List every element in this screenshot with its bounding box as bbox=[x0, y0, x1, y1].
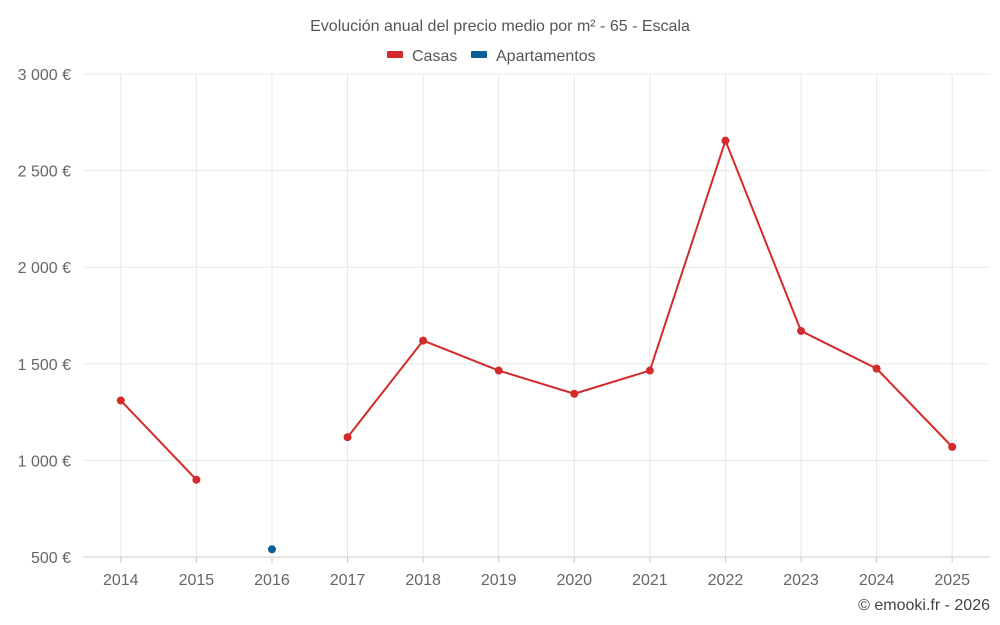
data-point-casas[interactable] bbox=[645, 366, 654, 375]
series-line-casas bbox=[346, 339, 425, 439]
x-tick-label: 2020 bbox=[556, 572, 592, 589]
x-tick-label: 2015 bbox=[179, 572, 215, 589]
legend-swatch-casas bbox=[387, 51, 403, 58]
chart-title: Evolución anual del precio medio por m² … bbox=[310, 18, 690, 35]
data-point-casas[interactable] bbox=[721, 136, 730, 145]
data-point-casas[interactable] bbox=[570, 389, 579, 398]
y-tick-label: 2 000 € bbox=[18, 260, 71, 277]
series bbox=[116, 136, 957, 554]
data-point-apartamentos[interactable] bbox=[267, 545, 276, 554]
legend[interactable]: Casas Apartamentos bbox=[387, 48, 596, 65]
series-line-casas bbox=[648, 139, 727, 372]
data-point-casas[interactable] bbox=[116, 396, 125, 405]
y-tick-label: 1 000 € bbox=[18, 453, 71, 470]
x-axis: 2014 2015 2016 2017 2018 2019 2020 2021 2022 2023… bbox=[83, 556, 990, 589]
y-axis: 500 € 1 000 € 1 500 € 2 000 € 2 500 € 3 000 € bbox=[18, 67, 71, 567]
data-point-casas[interactable] bbox=[419, 336, 428, 345]
x-tick-label: 2017 bbox=[330, 572, 366, 589]
data-point-casas[interactable] bbox=[192, 475, 201, 484]
data-point-casas[interactable] bbox=[797, 326, 806, 335]
credit-text: © emooki.fr - 2026 bbox=[858, 597, 990, 614]
series-apartamentos bbox=[267, 545, 276, 554]
series-line-casas bbox=[724, 139, 803, 332]
legend-label-apartamentos: Apartamentos bbox=[496, 48, 596, 65]
data-point-casas[interactable] bbox=[343, 433, 352, 442]
data-point-casas[interactable] bbox=[872, 364, 881, 373]
x-tick-label: 2022 bbox=[708, 572, 744, 589]
series-casas bbox=[116, 136, 957, 484]
legend-item-casas[interactable]: Casas bbox=[387, 48, 457, 65]
x-tick-label: 2024 bbox=[859, 572, 895, 589]
y-tick-label: 500 € bbox=[31, 550, 71, 567]
data-point-casas[interactable] bbox=[494, 366, 503, 375]
x-tick-label: 2019 bbox=[481, 572, 517, 589]
grid bbox=[83, 73, 990, 557]
y-tick-label: 1 500 € bbox=[18, 357, 71, 374]
series-line-casas bbox=[573, 369, 651, 395]
x-tick-label: 2014 bbox=[103, 572, 139, 589]
y-tick-label: 2 500 € bbox=[18, 164, 71, 181]
legend-swatch-apartamentos bbox=[471, 51, 487, 58]
x-tick-label: 2023 bbox=[783, 572, 819, 589]
x-tick-label: 2016 bbox=[254, 572, 290, 589]
y-tick-label: 3 000 € bbox=[18, 67, 71, 84]
series-line-casas bbox=[875, 367, 954, 448]
x-tick-label: 2025 bbox=[934, 572, 970, 589]
legend-label-casas: Casas bbox=[412, 48, 457, 65]
x-tick-label: 2021 bbox=[632, 572, 668, 589]
series-line-casas bbox=[497, 369, 576, 395]
x-tick-label: 2018 bbox=[405, 572, 441, 589]
series-line-casas bbox=[119, 399, 198, 481]
series-line-casas bbox=[422, 339, 500, 372]
series-line-casas bbox=[800, 329, 878, 370]
legend-item-apartamentos[interactable]: Apartamentos bbox=[471, 48, 596, 65]
data-point-casas[interactable] bbox=[948, 442, 957, 451]
